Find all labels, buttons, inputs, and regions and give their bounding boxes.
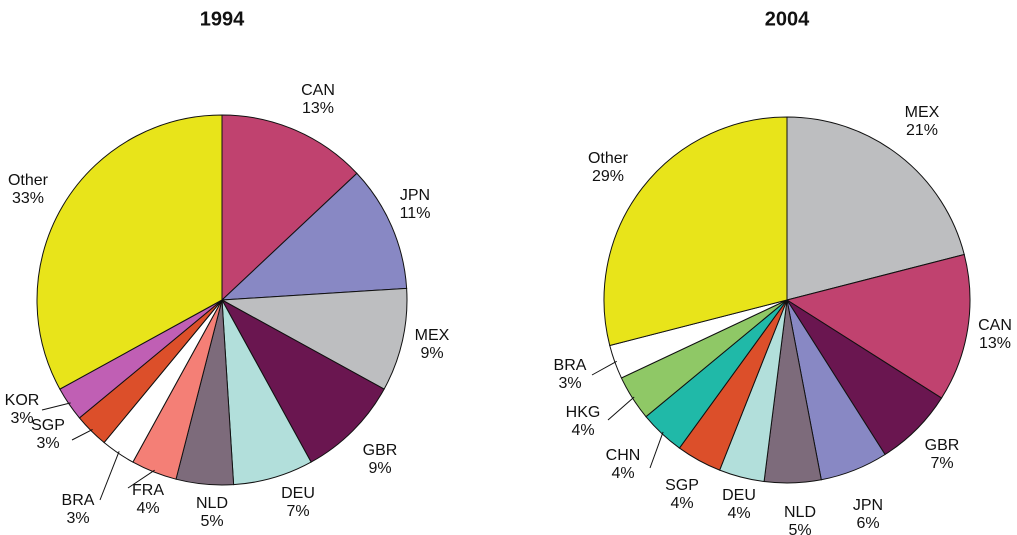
slice-value-label: 6% — [856, 515, 879, 532]
slice-value-label: 13% — [302, 100, 334, 117]
slice-value-label: 11% — [400, 205, 431, 222]
slice-label: MEX — [905, 104, 940, 121]
slice-label: BRA — [62, 492, 95, 509]
leader-line — [607, 396, 635, 421]
slice-label: SGP — [665, 477, 699, 494]
slice-label: CHN — [606, 447, 641, 464]
slice-value-label: 5% — [200, 513, 223, 530]
slice-label: SGP — [31, 417, 65, 434]
slice-value-label: 3% — [558, 375, 581, 392]
slice-label: NLD — [784, 504, 816, 521]
slice-value-label: 3% — [66, 510, 89, 527]
slice-label: GBR — [363, 442, 398, 459]
leader-line — [99, 451, 120, 501]
slice-value-label: 7% — [286, 503, 309, 520]
pie-slice — [786, 116, 965, 301]
slice-value-label: 29% — [592, 168, 624, 185]
slice-value-label: 7% — [930, 455, 953, 472]
leader-line — [71, 428, 93, 441]
slice-value-label: 3% — [10, 410, 33, 427]
pie-slice — [220, 298, 385, 463]
slice-label: JPN — [853, 497, 883, 514]
pie-slice — [220, 172, 408, 301]
slice-value-label: 4% — [611, 465, 634, 482]
slice-value-label: 21% — [906, 122, 938, 139]
slice-value-label: 33% — [12, 190, 44, 207]
slice-label: CAN — [978, 317, 1012, 334]
slice-label: JPN — [400, 187, 430, 204]
pie-slice — [221, 114, 358, 302]
pie-slice — [603, 116, 788, 347]
slice-value-label: 13% — [979, 335, 1011, 352]
slice-label: HKG — [566, 404, 601, 421]
slice-value-label: 3% — [36, 435, 59, 452]
slice-label: Other — [588, 150, 629, 167]
slice-label: BRA — [554, 357, 587, 374]
slice-label: GBR — [925, 437, 960, 454]
slice-value-label: 4% — [571, 422, 594, 439]
slice-label: KOR — [5, 392, 40, 409]
leader-line — [127, 469, 155, 489]
leader-line — [591, 360, 617, 376]
leader-line — [649, 431, 664, 469]
slice-label: DEU — [281, 485, 315, 502]
slice-value-label: 9% — [368, 460, 391, 477]
slice-value-label: 5% — [788, 522, 811, 535]
slice-label: NLD — [196, 495, 228, 512]
slice-value-label: 4% — [727, 505, 750, 522]
slice-value-label: 4% — [136, 500, 159, 517]
chart-title: 2004 — [765, 8, 810, 30]
pie-slice — [36, 114, 223, 390]
slice-label: CAN — [301, 82, 335, 99]
chart-title: 1994 — [200, 8, 245, 30]
pie-slice — [220, 287, 408, 390]
slice-value-label: 9% — [420, 345, 443, 362]
slice-label: FRA — [132, 482, 164, 499]
slice-label: MEX — [415, 327, 450, 344]
slice-value-label: 4% — [670, 495, 693, 512]
leader-line — [41, 402, 71, 411]
slice-label: DEU — [722, 487, 756, 504]
pie-slice — [785, 253, 971, 399]
slice-label: Other — [8, 172, 49, 189]
